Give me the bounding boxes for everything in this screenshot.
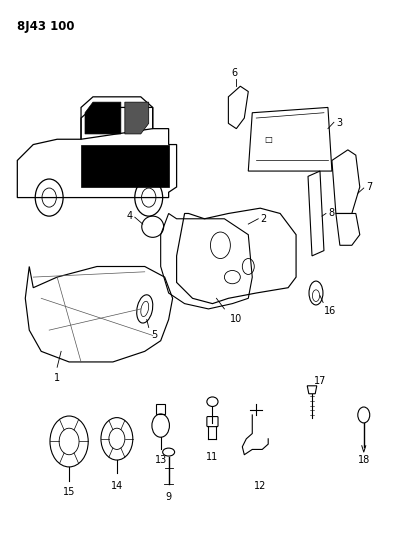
Text: 17: 17 bbox=[314, 376, 326, 386]
Text: 13: 13 bbox=[154, 455, 167, 465]
Text: 8J43 100: 8J43 100 bbox=[17, 20, 75, 33]
Text: 4: 4 bbox=[127, 211, 133, 221]
Polygon shape bbox=[81, 144, 169, 187]
Text: 18: 18 bbox=[358, 455, 370, 465]
Text: 2: 2 bbox=[260, 214, 267, 224]
Text: 16: 16 bbox=[324, 306, 336, 316]
Text: 3: 3 bbox=[336, 118, 342, 128]
Text: 15: 15 bbox=[63, 487, 75, 497]
Text: 1: 1 bbox=[54, 373, 60, 383]
Text: □: □ bbox=[264, 135, 272, 144]
Polygon shape bbox=[125, 102, 149, 134]
Text: 14: 14 bbox=[111, 481, 123, 491]
Text: 9: 9 bbox=[166, 492, 172, 502]
Text: 5: 5 bbox=[151, 330, 157, 340]
Polygon shape bbox=[85, 102, 121, 134]
Text: 10: 10 bbox=[230, 314, 243, 324]
Text: 6: 6 bbox=[231, 68, 237, 78]
Text: 12: 12 bbox=[254, 481, 266, 491]
Text: 8: 8 bbox=[328, 208, 334, 219]
Text: 7: 7 bbox=[366, 182, 372, 192]
Text: 11: 11 bbox=[207, 452, 219, 462]
